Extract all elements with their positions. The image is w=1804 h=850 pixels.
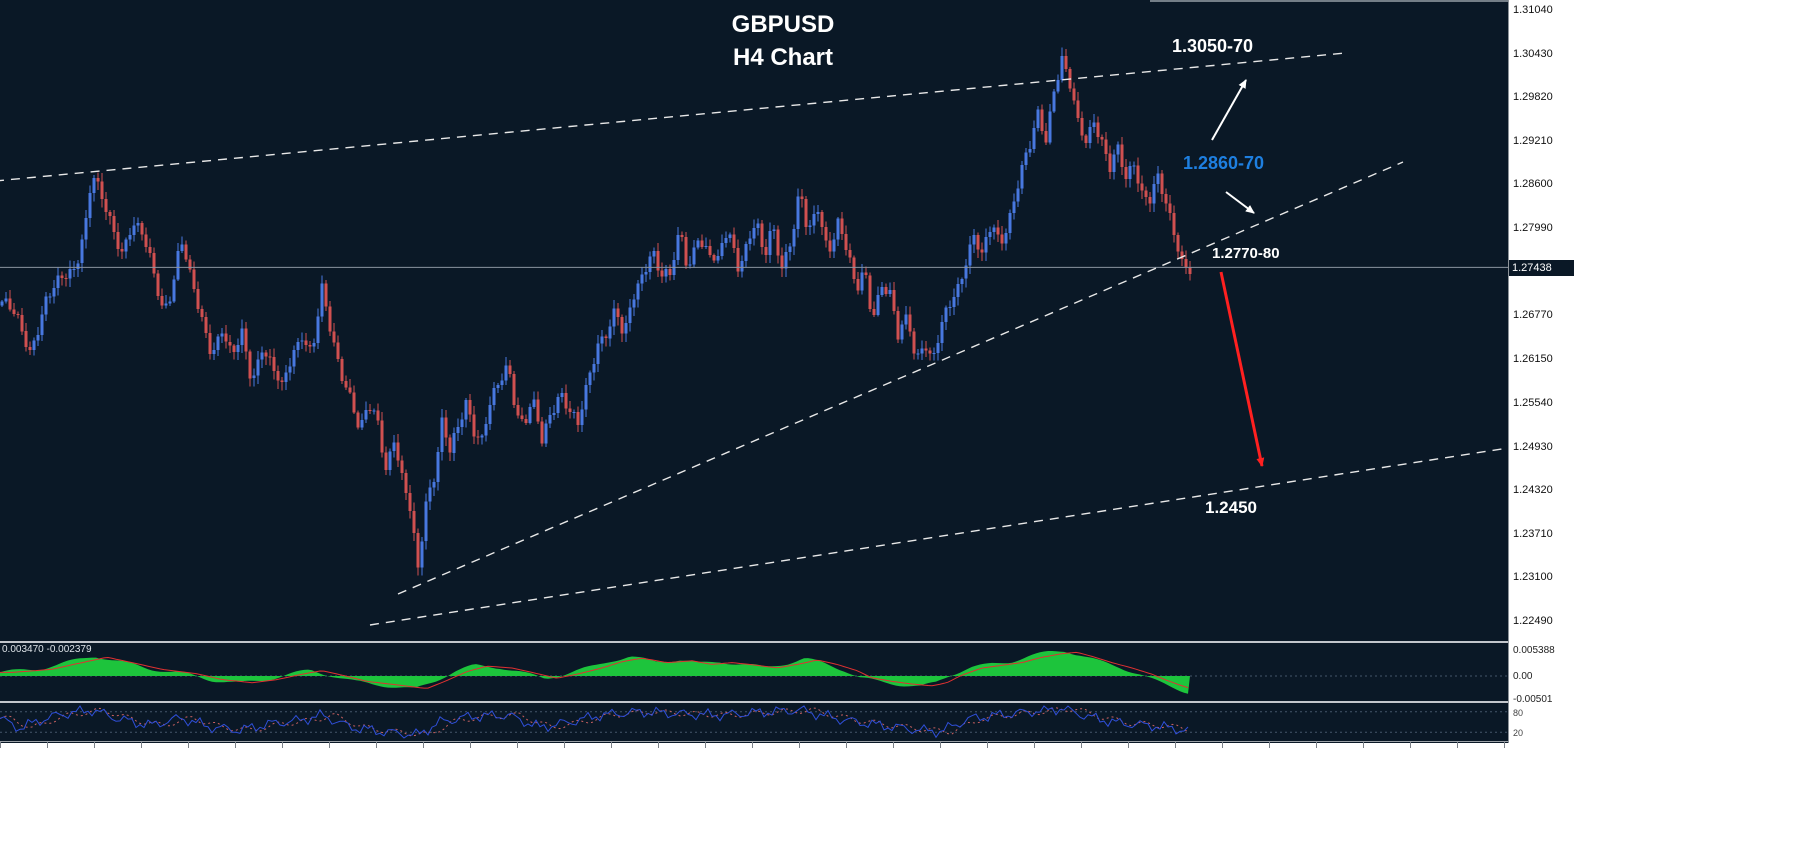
price-axis-label: 1.24930: [1513, 441, 1553, 453]
scale-separator: [1508, 0, 1509, 743]
price-axis-label: 1.22490: [1513, 615, 1553, 627]
price-scale[interactable]: 1.27438 1.31040 1.30430 1.29820 1.29210 1.28…: [1509, 0, 1804, 743]
main-chart-canvas[interactable]: [0, 0, 1508, 641]
price-axis-label: 1.25540: [1513, 397, 1553, 409]
panel-separator: [0, 741, 1804, 742]
stochastic-panel[interactable]: [0, 703, 1508, 741]
panel-separator: [0, 701, 1804, 703]
price-axis-label: 1.26150: [1513, 353, 1553, 365]
annotation-interim-label: 1.2860-70: [1183, 153, 1265, 173]
time-axis[interactable]: [0, 742, 1508, 748]
annotation-retest-label: 1.2770-80: [1212, 245, 1280, 262]
panel-separator: [0, 641, 1804, 643]
price-axis-label: 1.23710: [1513, 528, 1553, 540]
price-axis-label: 1.29210: [1513, 135, 1553, 147]
price-axis-label: 1.31040: [1513, 4, 1553, 16]
macd-axis-label: 0.00: [1513, 671, 1533, 682]
macd-values-label: 0.003470 -0.002379: [2, 644, 92, 655]
macd-panel[interactable]: [0, 643, 1508, 701]
annotation-target-label: 1.2450: [1205, 498, 1257, 517]
annotation-resistance-label: 1.3050-70: [1172, 36, 1254, 56]
price-axis-label: 1.30430: [1513, 48, 1553, 60]
macd-axis-label: 0.005388: [1513, 645, 1555, 656]
macd-axis-label: -0.00501: [1513, 694, 1553, 705]
timeframe-title: H4 Chart: [732, 44, 834, 72]
stochastic-axis-label: 20: [1513, 728, 1524, 738]
price-axis-label: 1.29820: [1513, 91, 1553, 103]
chart-title: GBPUSD H4 Chart: [732, 8, 835, 74]
price-axis-label: 1.24320: [1513, 484, 1553, 496]
price-axis-label: 1.26770: [1513, 309, 1553, 321]
price-axis-label: 1.23100: [1513, 571, 1553, 583]
chart-window: [0, 0, 1508, 743]
price-axis-label: 1.27990: [1513, 222, 1553, 234]
current-price-tag: 1.27438: [1509, 260, 1574, 276]
price-axis-label: 1.28600: [1513, 178, 1553, 190]
symbol-title: GBPUSD: [731, 11, 835, 38]
stochastic-axis-label: 80: [1513, 708, 1524, 718]
